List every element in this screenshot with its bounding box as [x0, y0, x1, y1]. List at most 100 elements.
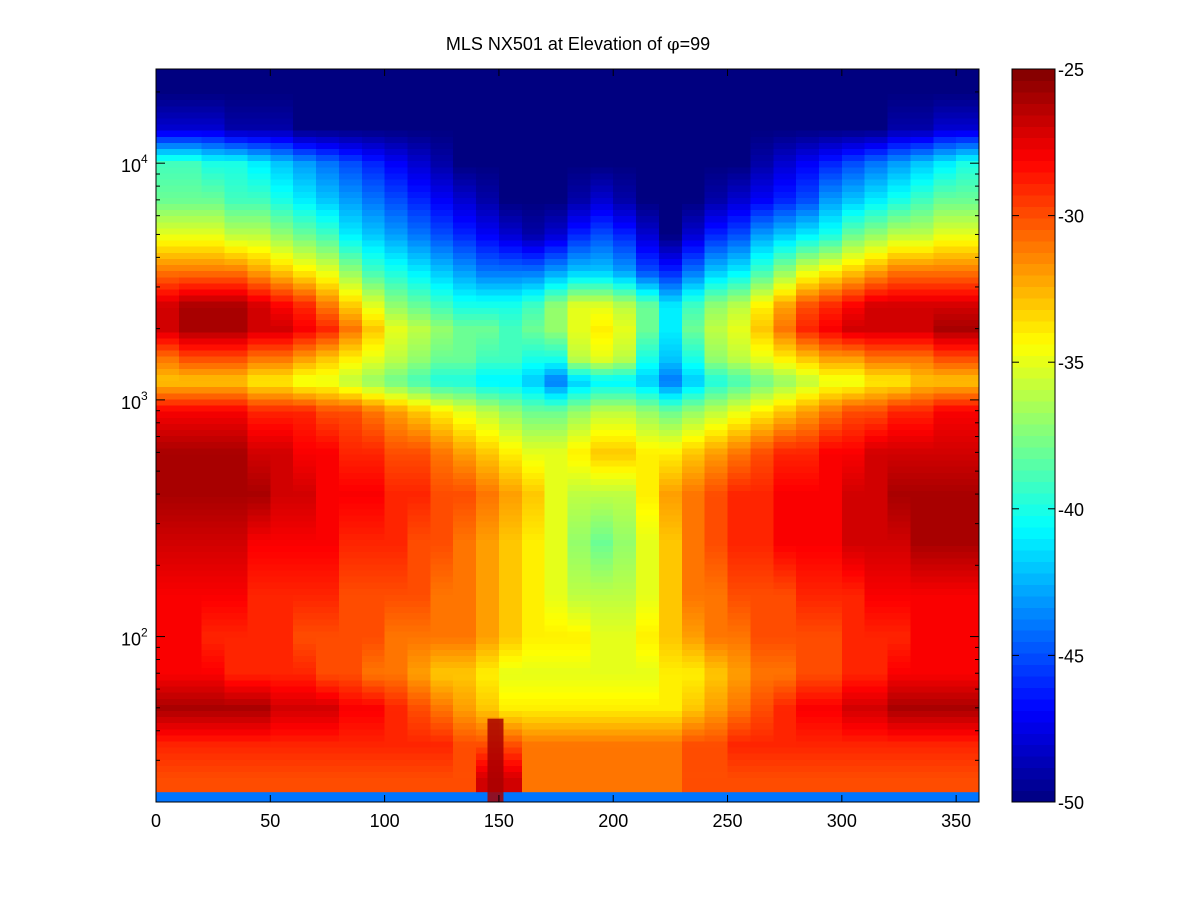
heatmap-cell — [590, 154, 614, 162]
heatmap-cell — [636, 270, 660, 278]
heatmap-cell — [933, 600, 957, 608]
heatmap-cell — [887, 69, 912, 76]
heatmap-cell — [773, 710, 797, 718]
heatmap-cell — [887, 734, 912, 742]
heatmap-cell — [544, 325, 569, 333]
heatmap-cell — [567, 643, 591, 650]
heatmap-cell — [796, 356, 820, 363]
heatmap-cell — [636, 221, 660, 229]
heatmap-cell — [933, 111, 957, 119]
heatmap-cell — [270, 637, 294, 644]
heatmap-cell — [156, 557, 180, 565]
heatmap-cell — [658, 716, 683, 724]
heatmap-cell — [956, 325, 980, 333]
heatmap-cell — [498, 429, 523, 437]
heatmap-cell — [933, 533, 957, 540]
heatmap-cell — [613, 478, 637, 485]
heatmap-cell — [178, 777, 203, 785]
heatmap-cell — [293, 612, 317, 620]
heatmap-cell — [956, 649, 980, 656]
heatmap-cell — [864, 698, 889, 705]
heatmap-cell — [727, 215, 751, 223]
heatmap-cell — [224, 734, 249, 742]
heatmap-cell — [156, 484, 180, 492]
heatmap-cell — [818, 692, 843, 699]
heatmap-cell — [864, 99, 889, 107]
heatmap-cell — [590, 288, 614, 296]
heatmap-cell — [293, 618, 317, 626]
heatmap-cell — [384, 692, 409, 699]
heatmap-cell — [521, 490, 546, 498]
heatmap-cell — [933, 295, 957, 302]
heatmap-cell — [224, 533, 249, 540]
heatmap-cell — [887, 343, 912, 351]
heatmap-cell — [384, 398, 409, 406]
heatmap-cell — [361, 331, 386, 339]
heatmap-cell — [156, 667, 180, 675]
heatmap-cell — [681, 673, 706, 681]
heatmap-cell — [224, 508, 249, 516]
heatmap-cell — [887, 667, 912, 675]
heatmap-cell — [681, 575, 706, 583]
heatmap-cell — [247, 398, 271, 406]
heatmap-cell — [636, 624, 660, 632]
heatmap-cell — [521, 508, 546, 516]
heatmap-cell — [201, 356, 226, 363]
heatmap-cell — [933, 191, 957, 198]
heatmap-cell — [933, 343, 957, 351]
heatmap-cell — [567, 301, 591, 308]
heatmap-cell — [338, 490, 363, 498]
heatmap-cell — [567, 734, 591, 742]
colorbar-swatch — [1012, 664, 1055, 677]
heatmap-cell — [178, 331, 203, 339]
heatmap-cell — [293, 649, 317, 656]
heatmap-cell — [498, 557, 523, 565]
heatmap-cell — [407, 368, 431, 376]
heatmap-cell — [910, 472, 934, 479]
heatmap-cell — [567, 563, 591, 571]
heatmap-cell — [887, 178, 912, 186]
heatmap-cell — [224, 557, 249, 565]
heatmap-cell — [476, 496, 500, 504]
heatmap-cell — [887, 661, 912, 669]
heatmap-cell — [247, 630, 271, 638]
heatmap-cell — [681, 643, 706, 650]
heatmap-cell — [476, 130, 500, 137]
heatmap-cell — [567, 679, 591, 687]
heatmap-cell — [864, 191, 889, 198]
heatmap-cell — [590, 117, 614, 125]
heatmap-cell — [430, 246, 454, 253]
heatmap-cell — [338, 81, 363, 88]
heatmap-cell — [270, 178, 294, 186]
heatmap-cell — [727, 87, 751, 95]
heatmap-cell — [316, 331, 340, 339]
heatmap-cell — [681, 301, 706, 308]
heatmap-cell — [293, 325, 317, 333]
heatmap-cell — [613, 575, 637, 583]
heatmap-cell — [544, 307, 569, 314]
heatmap-cell — [178, 319, 203, 327]
heatmap-cell — [316, 777, 340, 785]
heatmap-cell — [476, 166, 500, 174]
heatmap-cell — [316, 368, 340, 376]
heatmap-cell — [933, 392, 957, 400]
heatmap-cell — [453, 99, 477, 107]
heatmap-cell — [864, 295, 889, 302]
heatmap-cell — [476, 374, 500, 382]
heatmap-cell — [841, 765, 866, 773]
heatmap-cell — [727, 368, 751, 376]
heatmap-cell — [910, 87, 934, 95]
heatmap-cell — [613, 618, 637, 626]
heatmap-cell — [704, 246, 729, 253]
heatmap-cell — [544, 575, 569, 583]
heatmap-cell — [224, 643, 249, 650]
heatmap-cell — [201, 87, 226, 95]
heatmap-cell — [773, 99, 797, 107]
heatmap-cell — [293, 87, 317, 95]
heatmap-cell — [316, 264, 340, 272]
heatmap-cell — [864, 661, 889, 669]
heatmap-cell — [590, 716, 614, 724]
heatmap-cell — [864, 618, 889, 626]
heatmap-cell — [818, 99, 843, 107]
heatmap-cell — [567, 288, 591, 296]
